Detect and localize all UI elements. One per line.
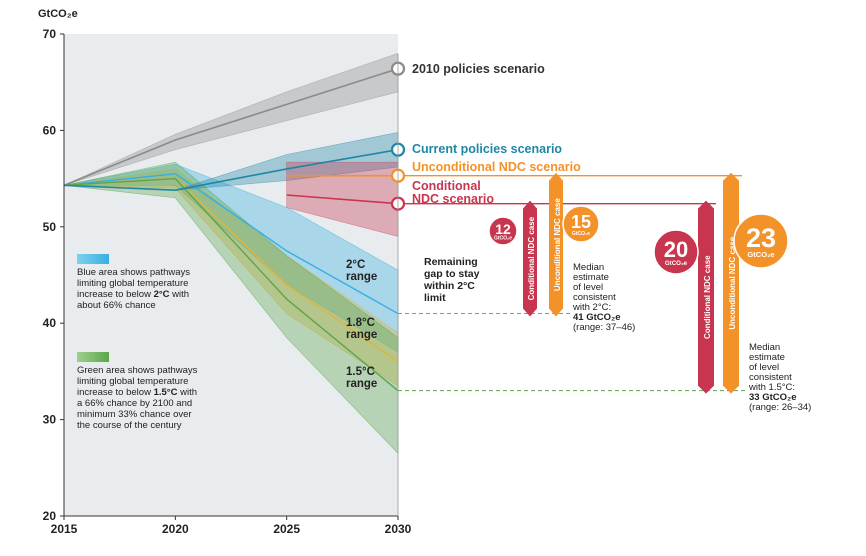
median-15c-4: consistent [749, 372, 792, 383]
y-tick-label-70: 70 [43, 27, 57, 41]
label-18c-range-2: range [346, 329, 377, 341]
gap-label-4: limit [424, 292, 446, 304]
median-2c-2: estimate [573, 272, 609, 283]
legend-green-line-2: limiting global temperature [77, 376, 189, 387]
series-line-current-policies-scenario [63, 148, 399, 191]
legend-green-swatch [77, 352, 109, 362]
label-conditional-ndc-2: NDC scenario [412, 192, 494, 206]
median-2c-3: of level [573, 282, 603, 293]
gap-label-3: within 2°C [423, 280, 475, 292]
median-2c-1: Median [573, 262, 604, 273]
y-tick-label-60: 60 [43, 123, 57, 137]
legend-green-line-3c: with [177, 387, 197, 398]
legend-blue-line-3a: increase to below [77, 289, 154, 300]
x-tick-label-2025: 2025 [273, 522, 300, 536]
label-15c-range-2: range [346, 378, 377, 390]
label-unconditional-ndc: Unconditional NDC scenario [412, 160, 581, 174]
gap-2c-conditional-gap-unit: GtCO₂e [494, 235, 512, 241]
gap-2c-unconditional-bar [549, 172, 563, 317]
gap-15c-conditional-gap-value: 20 [664, 237, 688, 262]
label-2c-range-2: range [346, 271, 377, 283]
median-15c-1: Median [749, 342, 780, 353]
gap-15c-unconditional-gap-unit: GtCO₂e [747, 250, 774, 259]
legend-blue-line-3b: 2°C [153, 289, 170, 300]
gap-15c-conditional-label: Conditional NDC case [703, 255, 712, 339]
gap-15c-unconditional-gap-value: 23 [746, 223, 776, 253]
gap-2c-unconditional-gap-unit: GtCO₂e [572, 231, 590, 237]
median-15c-5: with 1.5°C: [748, 382, 795, 393]
y-axis-title: GtCO₂e [38, 8, 78, 20]
median-15c-range: (range: 26–34) [749, 402, 811, 413]
series-line-conditional-ndc-scenario [286, 194, 399, 205]
gap-15c-unconditional-bar [723, 172, 739, 394]
legend-green-line-5: minimum 33% chance over [77, 409, 192, 420]
median-15c-3: of level [749, 362, 779, 373]
x-tick-label-2015: 2015 [51, 522, 78, 536]
gap-2c-unconditional-label: Unconditional NDC case [553, 198, 562, 291]
y-tick-label-50: 50 [43, 220, 57, 234]
legend-blue-line-3c: with [169, 289, 190, 300]
label-2c-range-1: 2°C [346, 259, 365, 271]
label-current-policies: Current policies scenario [412, 142, 562, 156]
label-2010-policies: 2010 policies scenario [412, 62, 545, 76]
gap-2c-unconditional-gap-badge [562, 205, 600, 243]
gap-2c-conditional-gap-badge [488, 216, 518, 246]
median-2c-range: (range: 37–46) [573, 322, 635, 333]
median-15c-2: estimate [749, 352, 785, 363]
legend-green-line-6: the course of the century [77, 420, 182, 431]
legend-blue-note: Blue area shows pathways limiting global… [77, 267, 277, 311]
gap-label-1: Remaining [424, 256, 478, 268]
legend-green-note: Green area shows pathways limiting globa… [77, 365, 277, 431]
gap-15c-conditional-bar [698, 200, 714, 394]
x-tick-label-2020: 2020 [162, 522, 189, 536]
pathway-line-2-c-range [63, 173, 399, 315]
legend-green-line-3a: increase to below [77, 387, 154, 398]
gap-2c-unconditional-gap-value: 15 [571, 212, 591, 232]
legend-blue-line-3: increase to below 2°C with [77, 289, 277, 300]
median-2c-value: 41 GtCO₂e [573, 312, 621, 323]
y-tick-label-40: 40 [43, 316, 57, 330]
label-18c-range-1: 1.8°C [346, 317, 375, 329]
label-15c-range-1: 1.5°C [346, 366, 375, 378]
gap-2c-conditional-gap-value: 12 [495, 221, 511, 237]
x-tick-label-2030: 2030 [385, 522, 412, 536]
legend-green-line-3b: 1.5°C [153, 387, 178, 398]
label-conditional-ndc-1: Conditional [412, 179, 481, 193]
gap-15c-unconditional-gap-badge [733, 213, 789, 269]
y-tick-label-30: 30 [43, 413, 57, 427]
legend-green-line-3: increase to below 1.5°C with [77, 387, 277, 398]
gap-2c-conditional-label: Conditional NDC case [527, 216, 536, 300]
legend-blue-line-1: Blue area shows pathways [77, 267, 191, 278]
pathway-line-1-5-c-range [63, 177, 399, 392]
median-15c-value: 33 GtCO₂e [749, 392, 797, 403]
gap-label-2: gap to stay [424, 268, 480, 280]
median-2c-5: with 2°C: [572, 302, 611, 313]
gap-15c-unconditional-label: Unconditional NDC case [728, 236, 737, 329]
y-tick-label-20: 20 [43, 509, 57, 523]
legend-blue-line-2: limiting global temperature [77, 278, 189, 289]
legend-blue-line-4: about 66% chance [77, 300, 156, 311]
legend-green-line-4: a 66% chance by 2100 and [77, 398, 193, 409]
gap-2c-conditional-bar [523, 200, 537, 317]
plot-panel-background [64, 34, 398, 516]
legend-blue-swatch [77, 254, 109, 264]
legend-green-line-1: Green area shows pathways [77, 365, 198, 376]
gap-15c-conditional-gap-unit: GtCO₂e [665, 260, 688, 267]
gap-15c-conditional-gap-badge [653, 229, 699, 275]
series-line-2010-policies-scenario [63, 67, 399, 187]
median-2c-4: consistent [573, 292, 616, 303]
